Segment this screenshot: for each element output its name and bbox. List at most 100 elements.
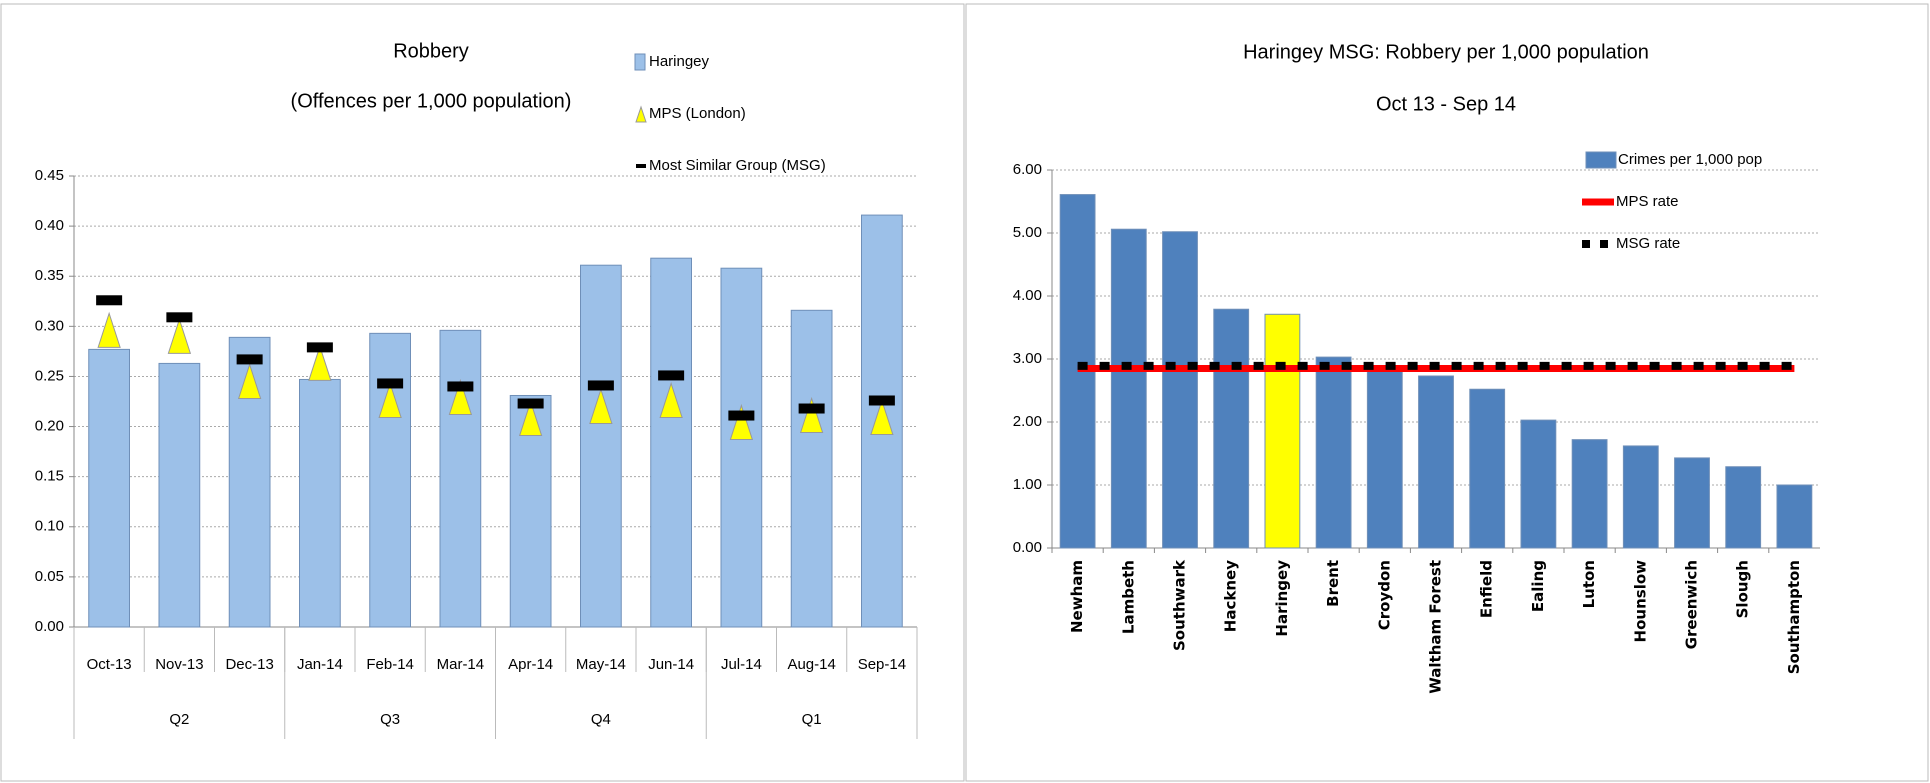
group-label: Q3 — [380, 711, 400, 728]
marker — [517, 398, 544, 409]
marker — [166, 312, 193, 323]
bar — [1213, 308, 1250, 549]
bar — [1622, 445, 1659, 549]
bar — [1264, 313, 1301, 549]
group-label: Q2 — [169, 711, 189, 728]
chart-title: Haringey MSG: Robbery per 1,000 populati… — [1243, 41, 1649, 63]
y-tick-label: 5.00 — [1013, 224, 1042, 241]
y-tick-label: 0.20 — [35, 418, 64, 435]
x-tick-label: Southampton — [1785, 560, 1803, 674]
marker — [377, 378, 404, 389]
bar — [158, 362, 201, 628]
marker — [728, 410, 755, 421]
marker — [868, 395, 895, 406]
bar — [1725, 466, 1762, 549]
y-tick-label: 1.00 — [1013, 476, 1042, 493]
y-tick-label: 0.30 — [35, 317, 64, 334]
y-tick-label: 0.10 — [35, 518, 64, 535]
bar — [1315, 356, 1352, 549]
y-tick-label: 0.40 — [35, 217, 64, 234]
x-tick-label: Aug-14 — [787, 656, 835, 673]
marker — [96, 295, 123, 306]
y-tick-label: 0.00 — [1013, 539, 1042, 556]
group-label: Q1 — [802, 711, 822, 728]
panel-border — [965, 3, 1929, 782]
legend-label: Crimes per 1,000 pop — [1618, 151, 1762, 168]
x-tick-label: Croydon — [1375, 560, 1393, 630]
x-tick-label: Waltham Forest — [1427, 560, 1445, 694]
marker — [167, 317, 192, 354]
bar — [1520, 419, 1557, 549]
legend-swatch — [635, 105, 647, 123]
x-tick-label: Jan-14 — [297, 656, 343, 673]
marker — [659, 381, 683, 418]
y-tick-label: 0.25 — [35, 367, 64, 384]
x-tick-label: Lambeth — [1119, 560, 1137, 634]
legend-swatch — [636, 164, 646, 168]
y-tick-label: 2.00 — [1013, 413, 1042, 430]
group-label: Q4 — [591, 711, 611, 728]
marker — [306, 342, 333, 353]
x-tick-label: Slough — [1734, 560, 1752, 618]
legend-swatch — [634, 53, 646, 71]
marker — [237, 362, 262, 399]
marker — [729, 403, 754, 441]
marker — [236, 354, 263, 365]
marker — [378, 381, 402, 418]
marker — [799, 396, 824, 434]
y-tick-label: 0.45 — [35, 167, 64, 184]
y-tick-label: 4.00 — [1013, 287, 1042, 304]
bar — [1110, 228, 1147, 549]
x-tick-label: Newham — [1068, 560, 1086, 633]
bar — [369, 332, 411, 628]
bar — [1674, 457, 1710, 549]
x-tick-label: Haringey — [1273, 560, 1291, 637]
x-tick-label: Apr-14 — [508, 656, 553, 673]
legend-label: MSG rate — [1616, 235, 1680, 252]
x-tick-label: Hackney — [1222, 560, 1240, 632]
x-tick-label: Enfield — [1478, 560, 1496, 618]
bar — [1366, 370, 1403, 549]
x-tick-label: Mar-14 — [437, 656, 485, 673]
bar — [720, 267, 763, 628]
marker — [658, 370, 685, 381]
y-tick-label: 0.05 — [35, 568, 64, 585]
x-tick-label: Oct-13 — [87, 656, 132, 673]
x-tick-label: Dec-13 — [225, 656, 273, 673]
legend-label: Most Similar Group (MSG) — [649, 157, 826, 174]
legend-label: MPS rate — [1616, 193, 1679, 210]
y-tick-label: 0.35 — [35, 267, 64, 284]
bar — [1162, 231, 1198, 549]
legend-label: Haringey — [649, 53, 710, 70]
marker — [798, 403, 825, 414]
y-tick-label: 0.15 — [35, 468, 64, 485]
y-tick-label: 0.00 — [35, 618, 64, 635]
bar — [1571, 439, 1608, 549]
x-tick-label: May-14 — [576, 656, 626, 673]
panel-border — [0, 3, 965, 782]
bar — [299, 378, 341, 628]
x-tick-label: Jun-14 — [648, 656, 694, 673]
legend-label: MPS (London) — [649, 105, 746, 122]
x-tick-label: Brent — [1324, 560, 1342, 607]
legend-swatch — [1585, 151, 1617, 169]
chart-subtitle: (Offences per 1,000 population) — [291, 90, 572, 112]
x-tick-label: Nov-13 — [155, 656, 203, 673]
marker — [308, 344, 332, 381]
x-tick-label: Greenwich — [1683, 560, 1701, 649]
marker — [97, 311, 121, 348]
chart-subtitle: Oct 13 - Sep 14 — [1376, 93, 1516, 115]
marker — [870, 398, 894, 436]
x-tick-label: Hounslow — [1631, 560, 1649, 643]
x-tick-label: Jul-14 — [721, 656, 762, 673]
marker — [448, 378, 473, 415]
y-tick-label: 3.00 — [1013, 350, 1042, 367]
x-tick-label: Feb-14 — [366, 656, 414, 673]
marker — [589, 387, 613, 425]
bar — [790, 309, 833, 628]
x-tick-label: Southwark — [1171, 559, 1189, 651]
x-tick-label: Luton — [1580, 560, 1598, 608]
bar — [1469, 388, 1506, 549]
bar — [1418, 375, 1454, 549]
